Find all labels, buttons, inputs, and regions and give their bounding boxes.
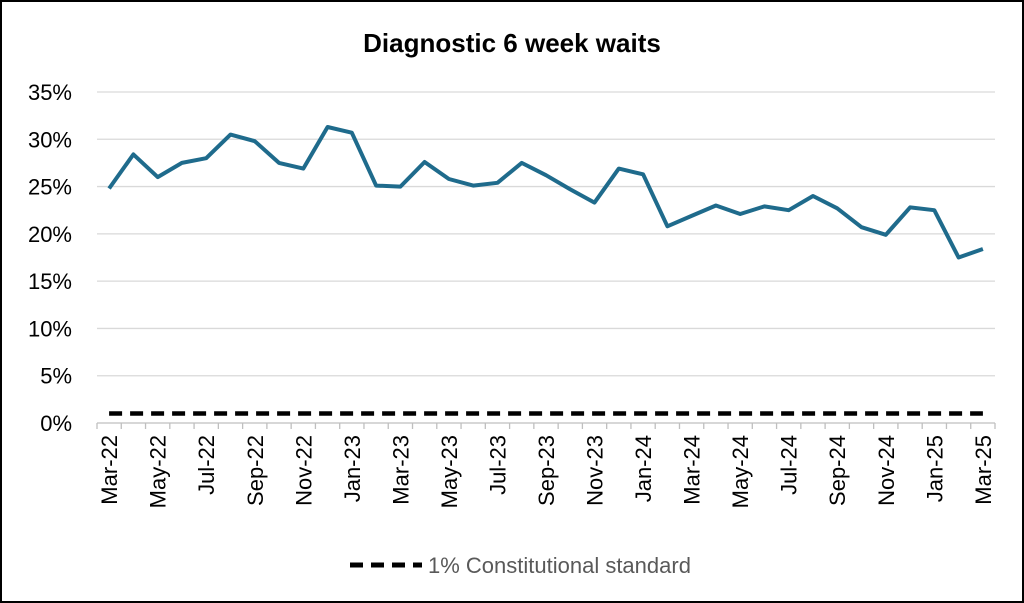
x-tick-label: Jul-23 bbox=[485, 435, 510, 495]
x-tick-label: Mar-24 bbox=[680, 435, 705, 505]
x-tick-label: May-22 bbox=[146, 435, 171, 508]
chart-title: Diagnostic 6 week waits bbox=[363, 28, 661, 58]
y-tick-label: 20% bbox=[28, 222, 72, 247]
x-tick-label: Mar-22 bbox=[97, 435, 122, 505]
y-tick-label: 35% bbox=[28, 80, 72, 105]
x-tick-label: Jan-25 bbox=[922, 435, 947, 502]
legend-label-standard: 1% Constitutional standard bbox=[428, 553, 691, 578]
x-axis-ticks: Mar-22 May-22 Jul-22 Sep-22 Nov-22 Jan-23 Mar-… bbox=[97, 435, 996, 508]
series-group bbox=[107, 125, 984, 416]
x-tick-label: Jan-23 bbox=[340, 435, 365, 502]
y-tick-label: 10% bbox=[28, 316, 72, 341]
x-tick-label: May-23 bbox=[437, 435, 462, 508]
x-tick-label: Sep-22 bbox=[243, 435, 268, 506]
y-tick-label: 5% bbox=[40, 364, 72, 389]
x-tick-label: Jul-24 bbox=[777, 435, 802, 495]
x-tick-label: May-24 bbox=[728, 435, 753, 508]
x-tick-label: Mar-23 bbox=[388, 435, 413, 505]
y-tick-label: 25% bbox=[28, 175, 72, 200]
x-tick-label: Jan-24 bbox=[631, 435, 656, 502]
x-tick-label: Nov-22 bbox=[291, 435, 316, 506]
series-line-waits bbox=[107, 125, 984, 260]
x-tick-label: Nov-24 bbox=[874, 435, 899, 506]
x-tick-label: Sep-24 bbox=[825, 435, 850, 506]
x-tick-label: Mar-25 bbox=[971, 435, 996, 505]
x-axis bbox=[96, 422, 996, 429]
y-tick-label: 0% bbox=[40, 411, 72, 436]
x-tick-label: Nov-23 bbox=[583, 435, 608, 506]
x-tick-label: Jul-22 bbox=[194, 435, 219, 495]
y-axis-ticks: 0% 5% 10% 15% 20% 25% 30% 35% bbox=[28, 80, 72, 436]
legend: 1% Constitutional standard bbox=[350, 553, 691, 578]
x-tick-label: Sep-23 bbox=[534, 435, 559, 506]
y-tick-label: 15% bbox=[28, 269, 72, 294]
y-tick-label: 30% bbox=[28, 127, 72, 152]
